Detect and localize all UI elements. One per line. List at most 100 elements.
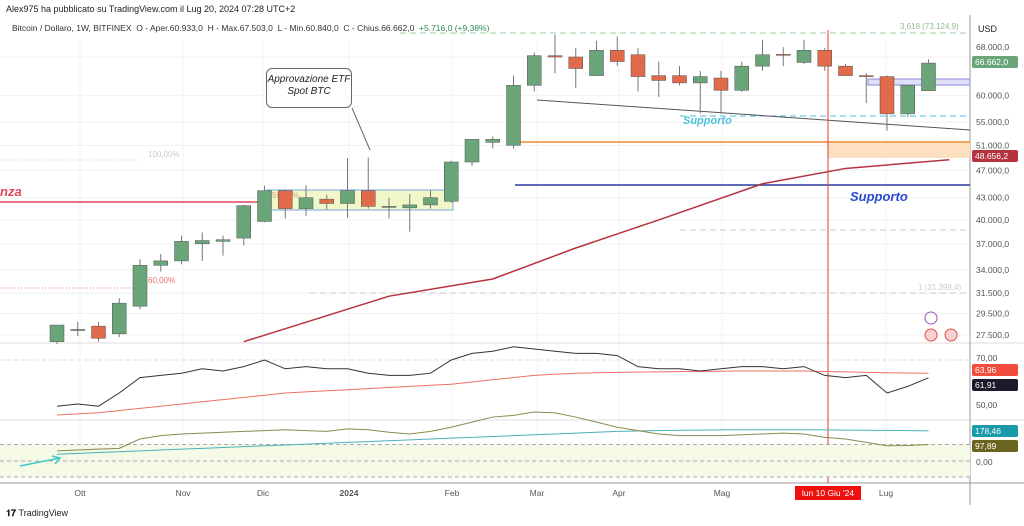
candle-up bbox=[402, 204, 417, 209]
arrow-icon bbox=[19, 455, 62, 467]
symbol-name[interactable]: Bitcoin / Dollaro, 1W, BITFINEX bbox=[12, 23, 132, 33]
candle-up bbox=[298, 197, 314, 209]
candle-up bbox=[174, 241, 189, 262]
high-value: H - Max.67.503,0 bbox=[207, 23, 273, 33]
orange-zone bbox=[828, 142, 970, 158]
time-tick: Nov bbox=[175, 488, 191, 498]
candle-down bbox=[838, 65, 853, 76]
time-tick: Ott bbox=[74, 488, 86, 498]
price-tick: 51.000,0 bbox=[976, 140, 1009, 150]
lavender-zone bbox=[867, 78, 971, 86]
price-tick: 29.500,0 bbox=[976, 308, 1009, 318]
resistance-label: nza bbox=[0, 184, 22, 199]
time-tick: Lug bbox=[879, 488, 893, 498]
price-tick: 55.000,0 bbox=[976, 117, 1009, 127]
price-tick: 31.500,0 bbox=[976, 288, 1009, 298]
us-flag-event-icon bbox=[924, 328, 938, 342]
indicator-b-badge-bg bbox=[972, 440, 1018, 452]
candle-down bbox=[91, 325, 106, 339]
fib-top-label: 3,618 (73.124,9) bbox=[900, 22, 959, 31]
candle-down bbox=[610, 50, 625, 62]
flash-event-icon bbox=[924, 311, 938, 325]
indicator-a-line bbox=[56, 429, 929, 455]
candle-up bbox=[693, 76, 708, 84]
candle-up bbox=[236, 205, 251, 239]
published-info: Alex975 ha pubblicato su TradingView.com… bbox=[6, 4, 296, 14]
candle-up bbox=[921, 62, 936, 91]
tradingview-logo[interactable]: 𝟏𝟕 TradingView bbox=[6, 508, 68, 519]
price-tick: 27.500,0 bbox=[976, 330, 1009, 340]
moving-average-line bbox=[243, 159, 950, 343]
rsi-ma-badge-bg bbox=[972, 364, 1018, 376]
symbol-legend: Bitcoin / Dollaro, 1W, BITFINEX O - Aper… bbox=[12, 23, 489, 33]
trendline bbox=[536, 99, 971, 131]
candle-down bbox=[713, 77, 729, 91]
price-tick: 40.000,0 bbox=[976, 215, 1009, 225]
close-value: C - Chius.66.662,0 bbox=[343, 23, 415, 33]
candle-up bbox=[132, 265, 148, 307]
change-value: +5.716,0 (+9,38%) bbox=[419, 23, 490, 33]
candle-up bbox=[153, 260, 168, 266]
low-value: L - Min.60.840,0 bbox=[277, 23, 339, 33]
candle-up bbox=[340, 190, 355, 204]
price-tick: 34.000,0 bbox=[976, 265, 1009, 275]
candle-down bbox=[319, 198, 334, 204]
candle-down bbox=[651, 75, 666, 81]
candle-up bbox=[734, 65, 749, 91]
last-price-badge-bg bbox=[972, 56, 1018, 68]
price-tick: 43.000,0 bbox=[976, 193, 1009, 203]
time-tick: 2024 bbox=[340, 488, 359, 498]
candle-up bbox=[464, 139, 480, 163]
indicator-a-badge: 178,46 bbox=[975, 426, 1001, 436]
support-label-blue: Supporto bbox=[850, 189, 908, 204]
fib-1-label: 1 (31.398,4) bbox=[918, 283, 961, 292]
rsi-ma-line bbox=[56, 370, 929, 416]
candle-up bbox=[589, 50, 604, 76]
candle-up bbox=[49, 324, 65, 342]
rsi-badge-bg bbox=[972, 379, 1018, 391]
time-tick: Mag bbox=[714, 488, 731, 498]
time-tick: Mar bbox=[530, 488, 545, 498]
price-tick: 37.000,0 bbox=[976, 239, 1009, 249]
indicator-b-line bbox=[56, 411, 929, 452]
candle-up bbox=[506, 85, 521, 146]
time-tick: Feb bbox=[445, 488, 460, 498]
ma-badge: 48.656,2 bbox=[975, 151, 1008, 161]
price-tick: 47.000,0 bbox=[976, 165, 1009, 175]
rsi-line bbox=[56, 346, 929, 407]
crosshair-date-bg bbox=[795, 486, 861, 500]
time-tick: Apr bbox=[612, 488, 625, 498]
time-tick: Dic bbox=[257, 488, 270, 498]
fib-60-label: 60,00% bbox=[148, 276, 175, 285]
rsi-tick: 70,00 bbox=[976, 353, 998, 363]
candle-down bbox=[547, 55, 563, 58]
candle-up bbox=[257, 190, 272, 222]
candle-up bbox=[900, 85, 915, 115]
indicator-tick: 0,00 bbox=[976, 457, 993, 467]
candle-up bbox=[444, 161, 459, 202]
callout-etf[interactable]: Approvazione ETF Spot BTC bbox=[266, 68, 352, 108]
ma-badge-bg bbox=[972, 150, 1018, 162]
indicator-b-badge: 97,89 bbox=[975, 441, 997, 451]
price-tick: 60.000,0 bbox=[976, 90, 1009, 100]
rsi-ma-badge: 63,96 bbox=[975, 365, 997, 375]
candle-down bbox=[817, 50, 832, 67]
candle-down bbox=[879, 76, 895, 115]
candle-up bbox=[112, 302, 127, 335]
rsi-tick: 50,00 bbox=[976, 400, 998, 410]
support-label-cyan: Supporto bbox=[683, 115, 732, 127]
crosshair-date-label: lun 10 Giu '24 bbox=[802, 488, 854, 498]
candle-down bbox=[278, 190, 293, 209]
candle-up bbox=[70, 329, 85, 331]
candle-up bbox=[215, 239, 231, 242]
callout-pointer bbox=[351, 107, 371, 151]
candle-up bbox=[796, 50, 812, 63]
candle-up bbox=[381, 206, 397, 208]
tv-icon: 𝟏𝟕 bbox=[6, 508, 17, 518]
candle-up bbox=[423, 197, 438, 206]
candle-down bbox=[672, 75, 687, 84]
last-price-badge: 66.662,0 bbox=[975, 57, 1008, 67]
us-flag-event-icon bbox=[944, 328, 958, 342]
